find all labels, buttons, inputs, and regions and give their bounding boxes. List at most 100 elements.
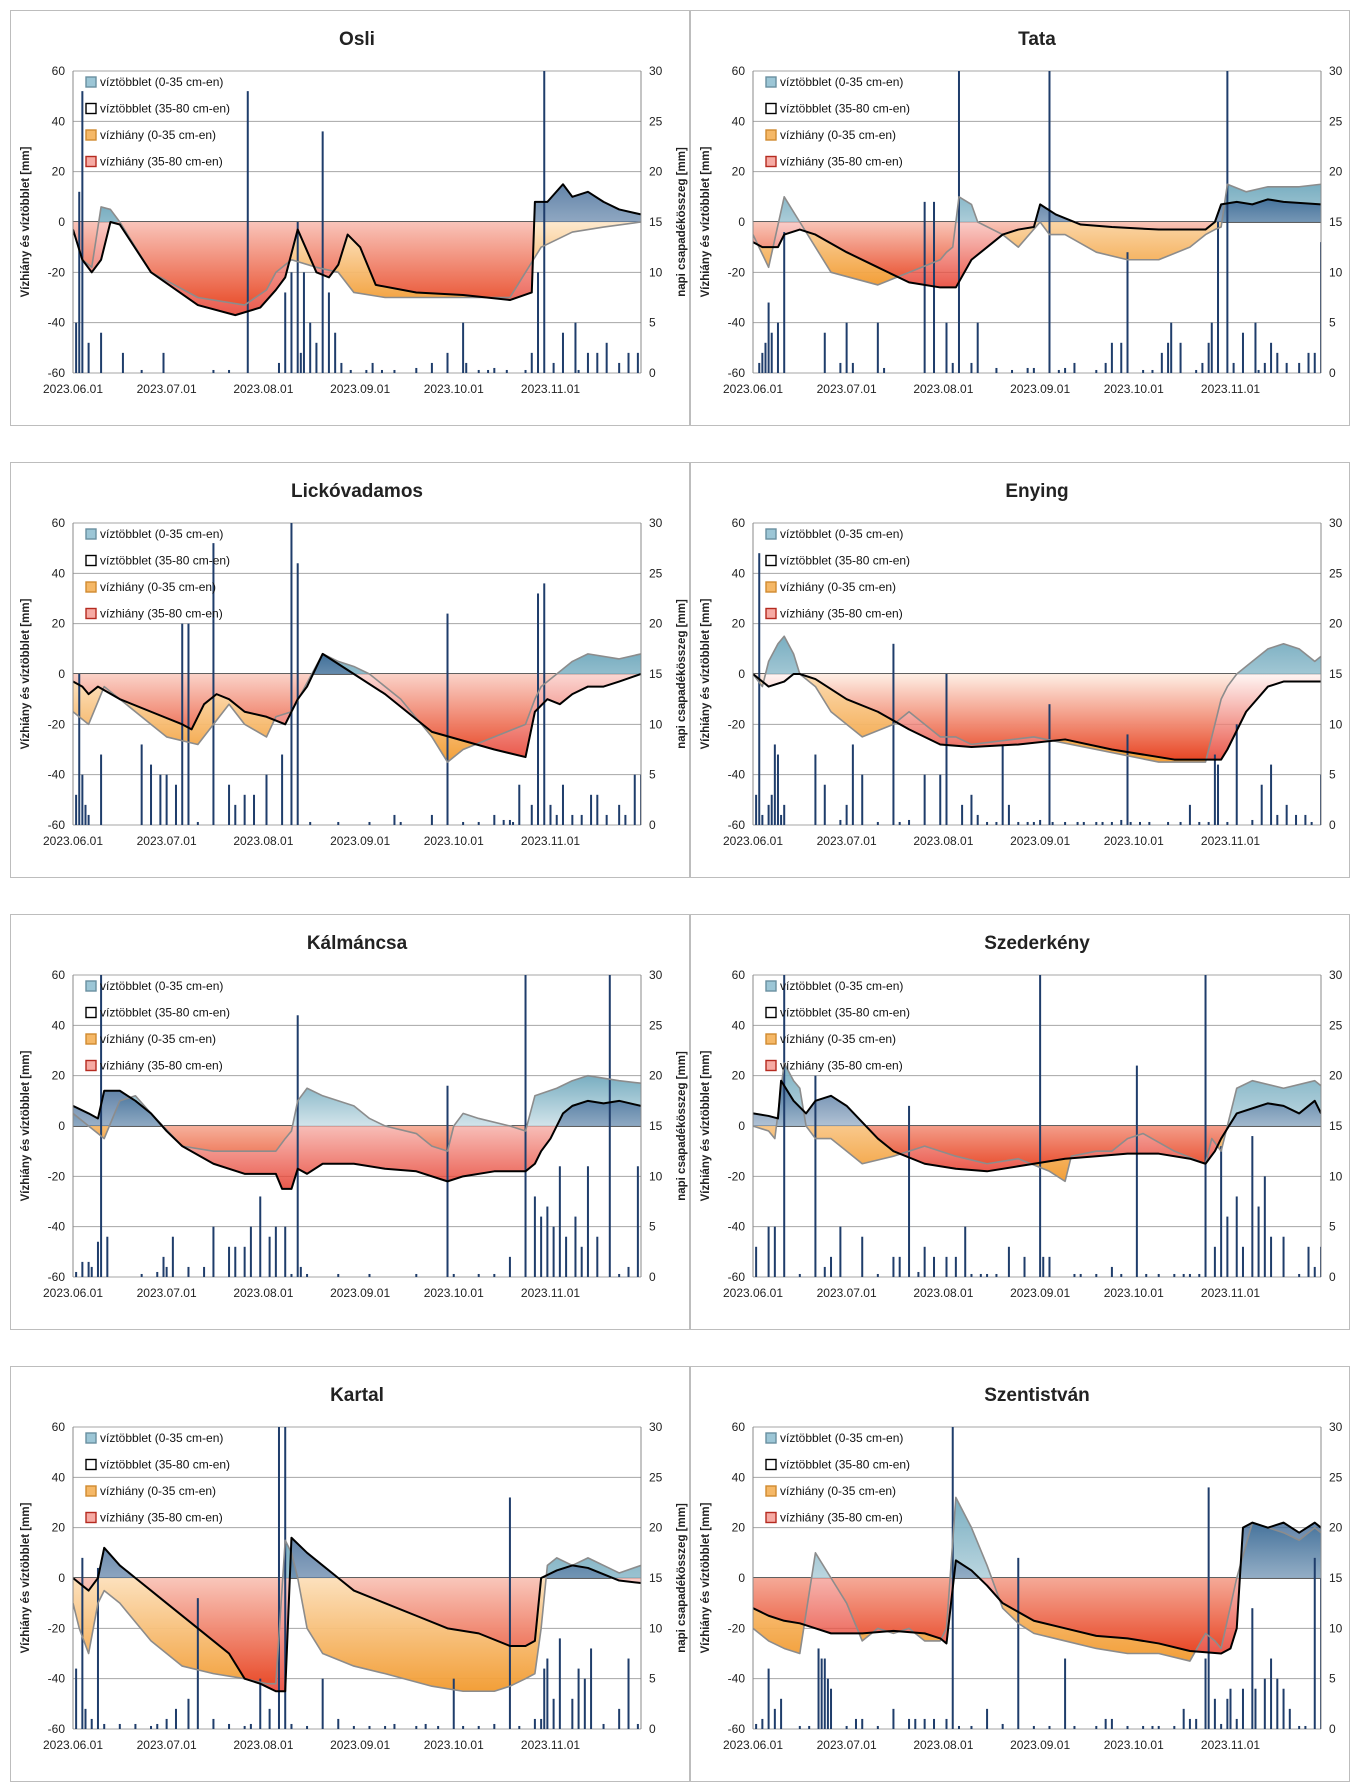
rain-bar (767, 1668, 770, 1729)
rain-bar (415, 1725, 418, 1729)
deficit-area (73, 1578, 641, 1692)
y-tick-label: -60 (48, 1270, 66, 1284)
y2-tick-label: 0 (649, 818, 656, 832)
rain-bar (81, 774, 84, 825)
x-tick-label: 2023.09.01 (1010, 382, 1070, 396)
rain-bar (212, 369, 215, 373)
rain-bar (783, 804, 786, 825)
rain-bar (783, 232, 786, 373)
rain-bar (212, 1718, 215, 1729)
rain-bar (96, 1241, 99, 1277)
y2-tick-label: 0 (649, 1270, 656, 1284)
rain-bar (150, 1725, 153, 1729)
rain-bar (923, 1718, 926, 1729)
rain-bar (933, 1718, 936, 1729)
rain-bar (814, 1075, 817, 1277)
rain-bar (134, 1723, 137, 1729)
rain-bar (755, 794, 758, 825)
rain-bar (1039, 819, 1042, 825)
surplus-area (753, 636, 1321, 674)
chart-svg: Osli 60 40 20 0 -20 -40 -60 30 25 20 15 10 5 0 2023.06.… (20, 29, 688, 396)
series-line-35-80 (753, 1079, 1321, 1173)
rain-bar (1260, 784, 1263, 825)
rain-bar (477, 369, 480, 373)
rain-bar (908, 819, 911, 825)
deficit-area (753, 674, 1321, 760)
rain-bar (228, 1246, 231, 1277)
rain-bar (337, 1718, 340, 1729)
y2-tick-label: 25 (649, 1018, 663, 1032)
deficit-area (753, 222, 1321, 288)
rain-bar (552, 1226, 555, 1277)
rain-bar (898, 1256, 901, 1277)
rain-bar (452, 1273, 455, 1277)
rain-bar (284, 1427, 287, 1729)
rain-bar (986, 1708, 989, 1729)
rain-bar (228, 1723, 231, 1729)
y2-tick-label: 25 (649, 566, 663, 580)
rain-bar (290, 1723, 293, 1729)
rain-bar (1073, 1725, 1076, 1729)
y-tick-label: 60 (52, 64, 66, 78)
legend-label: víztöbblet (35-80 cm-en) (100, 1458, 230, 1472)
rain-bar (1241, 1246, 1244, 1277)
y-tick-label: -60 (48, 818, 66, 832)
rain-bar (1235, 1196, 1238, 1277)
rain-bar (1217, 764, 1220, 825)
legend-swatch (765, 102, 777, 115)
rain-bar (1226, 71, 1229, 373)
legend-swatch (765, 1458, 777, 1471)
rain-bar (1270, 764, 1273, 825)
rain-bar (306, 1273, 309, 1277)
rain-bar (321, 1678, 324, 1729)
rain-bar (268, 1236, 271, 1277)
y-axis-label: Vízhiány és víztöbblet [mm] (20, 1502, 32, 1653)
rain-bar (103, 1723, 106, 1729)
rain-bar (1064, 1658, 1067, 1729)
legend-label: vízhiány (35-80 cm-en) (100, 1059, 223, 1073)
x-tick-label: 2023.08.01 (913, 834, 973, 848)
rain-bar (861, 1236, 864, 1277)
rain-bar (923, 1246, 926, 1277)
rain-bar (558, 1638, 561, 1729)
rain-bar (823, 784, 826, 825)
legend-swatch (85, 607, 97, 620)
rain-bar (518, 1725, 521, 1729)
rain-bar (437, 1725, 440, 1729)
rain-bar (1276, 1678, 1279, 1729)
y2-tick-label: 20 (1329, 1069, 1343, 1083)
rain-bar (75, 1271, 78, 1277)
legend-swatch (765, 1485, 777, 1497)
legend-swatch (765, 1033, 777, 1045)
rain-bar (159, 774, 162, 825)
rain-bar (945, 322, 948, 373)
rain-bar (487, 369, 490, 373)
deficit-area (753, 1126, 1321, 1172)
x-tick-label: 2023.07.01 (137, 834, 197, 848)
rain-bar (624, 814, 627, 825)
rain-bar (839, 819, 842, 825)
rain-bar (1298, 1725, 1301, 1729)
chart-panel-tata: Tata 60 40 20 0 -20 -40 -60 30 25 20 15 10 5 0 2023.06.… (690, 10, 1350, 426)
y2-tick-label: 0 (1329, 366, 1336, 380)
rain-bar (839, 1226, 842, 1277)
legend-label: vízhiány (35-80 cm-en) (780, 607, 903, 621)
rain-bar (100, 754, 103, 825)
chart-panel-osli: Osli 60 40 20 0 -20 -40 -60 30 25 20 15 10 5 0 2023.06.… (10, 10, 690, 426)
rain-bar (1135, 1065, 1138, 1277)
rain-bar (1110, 1266, 1113, 1277)
rain-bar (533, 1718, 536, 1729)
rain-bar (1110, 821, 1113, 825)
legend-label: víztöbblet (35-80 cm-en) (100, 1006, 230, 1020)
rain-bar (174, 1708, 177, 1729)
rain-bar (1179, 821, 1182, 825)
y-tick-label: -40 (48, 1672, 66, 1686)
chart-title: Osli (339, 29, 375, 50)
rain-bar (627, 1658, 630, 1729)
rain-bar (1157, 1725, 1160, 1729)
y2-tick-label: 20 (649, 617, 663, 631)
y-tick-label: 60 (732, 1420, 746, 1434)
rain-bar (393, 1723, 396, 1729)
surplus-area (753, 1080, 1321, 1126)
legend-label: vízhiány (0-35 cm-en) (100, 1032, 216, 1046)
